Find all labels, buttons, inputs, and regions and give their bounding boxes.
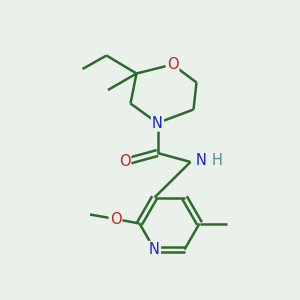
Text: H: H	[212, 153, 223, 168]
Text: N: N	[149, 242, 160, 257]
Text: N: N	[152, 116, 163, 130]
Text: N: N	[196, 153, 207, 168]
Text: O: O	[110, 212, 121, 226]
Text: O: O	[119, 154, 130, 169]
Text: O: O	[167, 57, 178, 72]
